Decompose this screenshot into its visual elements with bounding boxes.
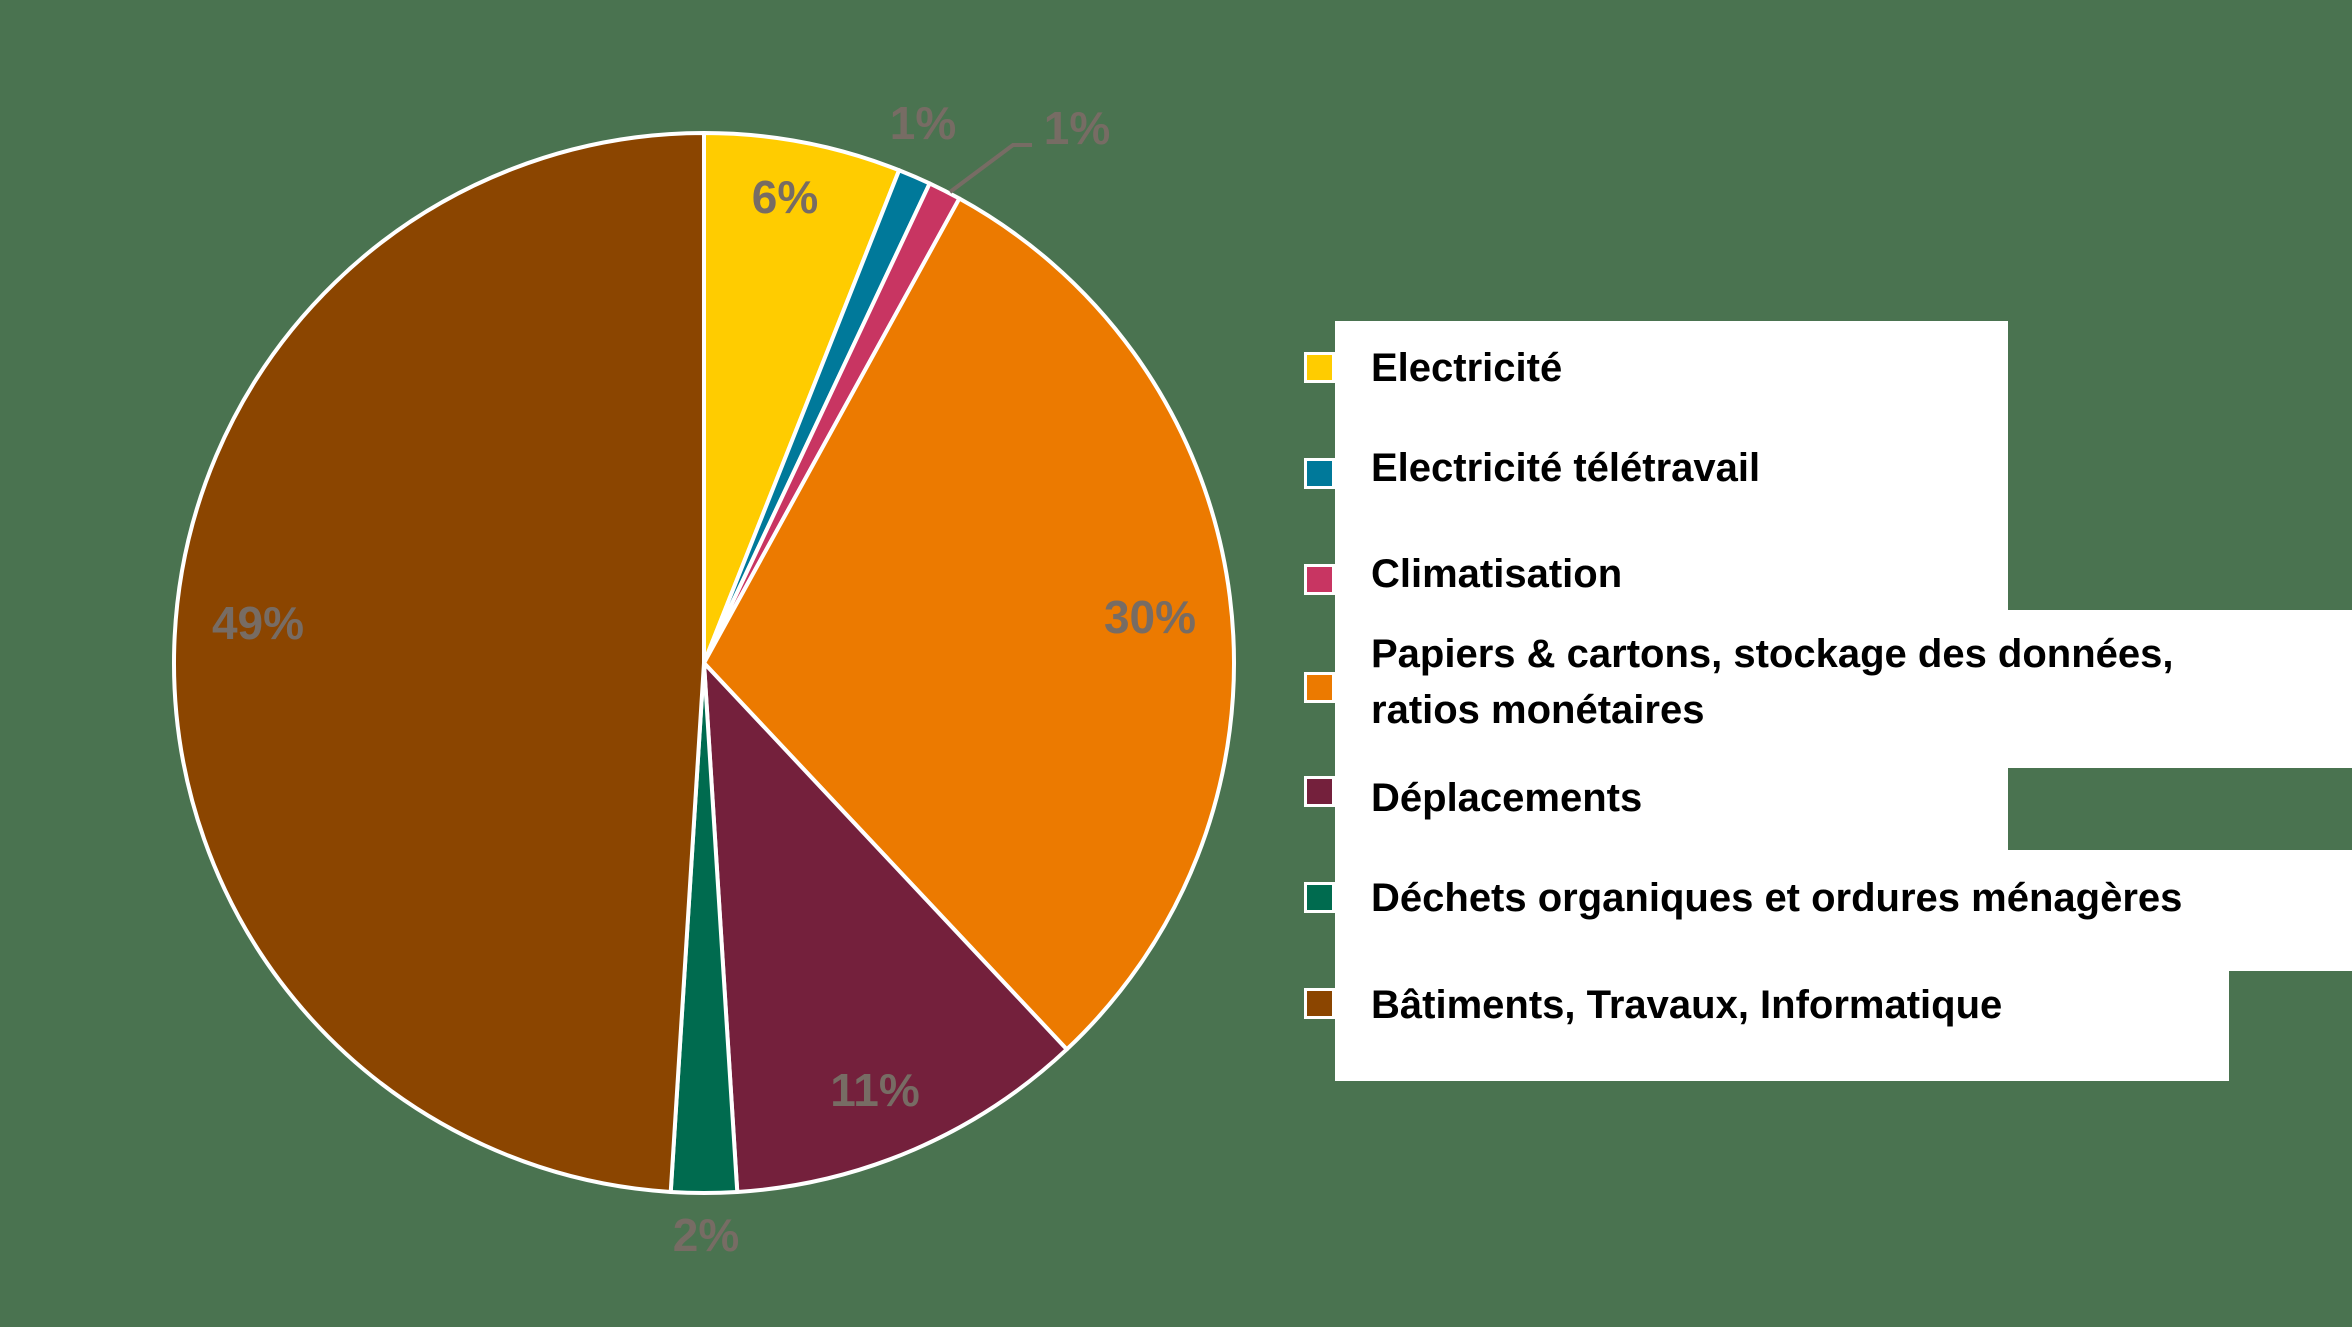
data-label-batiments: 49%: [211, 597, 305, 649]
pie-slice-electricite: [702, 131, 902, 665]
legend-marker-papiers: [1304, 672, 1335, 703]
legend-label-deplacements: Déplacements: [1371, 776, 1643, 820]
legend-background: [1335, 850, 2352, 971]
legend-marker-deplacements: [1304, 776, 1335, 807]
pie-slices: [172, 131, 1236, 1195]
legend-background: [1335, 768, 2008, 850]
legend-marker-batiments: [1304, 988, 1335, 1019]
pie-slice-deplacements: [702, 661, 1069, 1194]
legend-label-dechets: Déchets organiques et ordures ménagères: [1371, 876, 2183, 920]
data-label-teletravail: 1%: [889, 97, 957, 149]
leader-line-climatisation: [948, 143, 1032, 194]
data-label-papiers: 30%: [1103, 591, 1197, 643]
legend-label-teletravail: Electricité télétravail: [1371, 446, 1761, 490]
data-label-electricite: 6%: [751, 171, 819, 223]
legend-label-papiers-line1: Papiers & cartons, stockage des données,: [1371, 632, 2174, 676]
data-label-deplacements: 11%: [830, 1064, 920, 1116]
legend-label-papiers-line2: ratios monétaires: [1371, 688, 1705, 732]
legend-background: [1335, 321, 2008, 610]
legend-marker-climatisation: [1304, 564, 1335, 595]
legend-background: [1335, 971, 2229, 1081]
legend-marker-electricite: [1304, 352, 1335, 383]
legend-background: [1335, 610, 2352, 768]
data-label-climatisation: 1%: [1043, 102, 1111, 154]
pie-slice-papiers: [702, 196, 1236, 1052]
pie-slice-batiments: [172, 131, 706, 1194]
data-label-dechets: 2%: [672, 1209, 740, 1261]
legend-label-batiments: Bâtiments, Travaux, Informatique: [1371, 983, 2003, 1027]
legend-marker-teletravail: [1304, 458, 1335, 489]
legend-label-climatisation: Climatisation: [1371, 552, 1623, 596]
legend-marker-dechets: [1304, 882, 1335, 913]
legend-label-electricite: Electricité: [1371, 346, 1563, 390]
